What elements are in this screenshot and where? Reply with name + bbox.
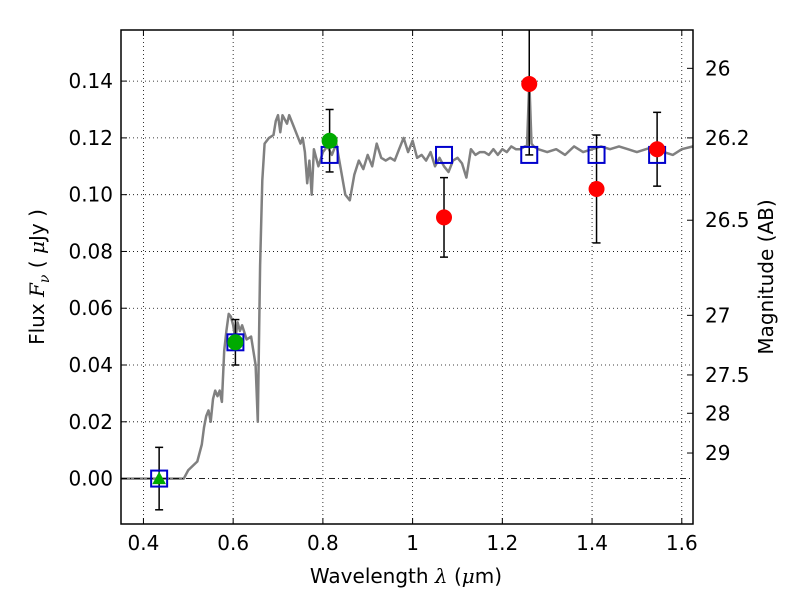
y-tick-label: 0.14 xyxy=(68,69,113,93)
y-tick-label: 0.08 xyxy=(68,239,113,263)
y-tick-label: 0.02 xyxy=(68,410,113,434)
y-axis-label: Flux Fν ( μJy ) xyxy=(25,209,53,345)
right-tick-label: 26.5 xyxy=(705,208,750,232)
x-tick-label: 0.8 xyxy=(307,531,339,555)
x-tick-label: 0.6 xyxy=(217,531,249,555)
error-bars xyxy=(155,30,662,511)
y-tick-label: 0.00 xyxy=(68,467,113,491)
x-tick-label: 1.2 xyxy=(486,531,518,555)
y-tick-label: 0.10 xyxy=(68,183,113,207)
y-tick-label: 0.06 xyxy=(68,296,113,320)
right-tick-label: 27 xyxy=(705,303,730,327)
right-tick-label: 27.5 xyxy=(705,363,750,387)
nir-detection-point xyxy=(588,180,605,197)
tick-labels: 0.4 0.6 0.8 1 1.2 1.4 1.6 0.00 0.02 0.04 0.06 0.08 0… xyxy=(68,56,749,555)
axis-ticks xyxy=(121,30,693,524)
grid-lines xyxy=(121,30,693,524)
optical-detection-point xyxy=(321,132,338,149)
y-tick-label: 0.12 xyxy=(68,126,113,150)
x-tick-label: 0.4 xyxy=(128,531,160,555)
right-tick-label: 28 xyxy=(705,401,730,425)
model-photometry-square xyxy=(150,469,169,488)
nir-detection-point xyxy=(436,209,453,226)
nir-detection-point xyxy=(649,141,666,158)
x-tick-label: 1 xyxy=(406,531,419,555)
data-points xyxy=(152,75,666,485)
spectrum-line xyxy=(121,79,694,480)
upper-limit-triangle xyxy=(152,471,166,485)
model-photometry-square xyxy=(520,145,539,164)
right-tick-label: 29 xyxy=(705,441,730,465)
x-tick-label: 1.6 xyxy=(666,531,698,555)
model-photometry-square xyxy=(587,145,606,164)
right-axis-label: Magnitude (AB) xyxy=(754,199,778,354)
y-tick-label: 0.04 xyxy=(68,353,113,377)
x-axis-label: Wavelength λ (μm) xyxy=(310,564,502,588)
model-spectrum xyxy=(121,79,694,480)
x-tick-label: 1.4 xyxy=(576,531,608,555)
nir-detection-point xyxy=(521,75,538,92)
right-tick-label: 26 xyxy=(705,56,730,80)
right-tick-label: 26.2 xyxy=(705,126,750,150)
optical-detection-point xyxy=(227,334,244,351)
model-photometry-square xyxy=(435,145,454,164)
plot-frame xyxy=(120,29,694,525)
